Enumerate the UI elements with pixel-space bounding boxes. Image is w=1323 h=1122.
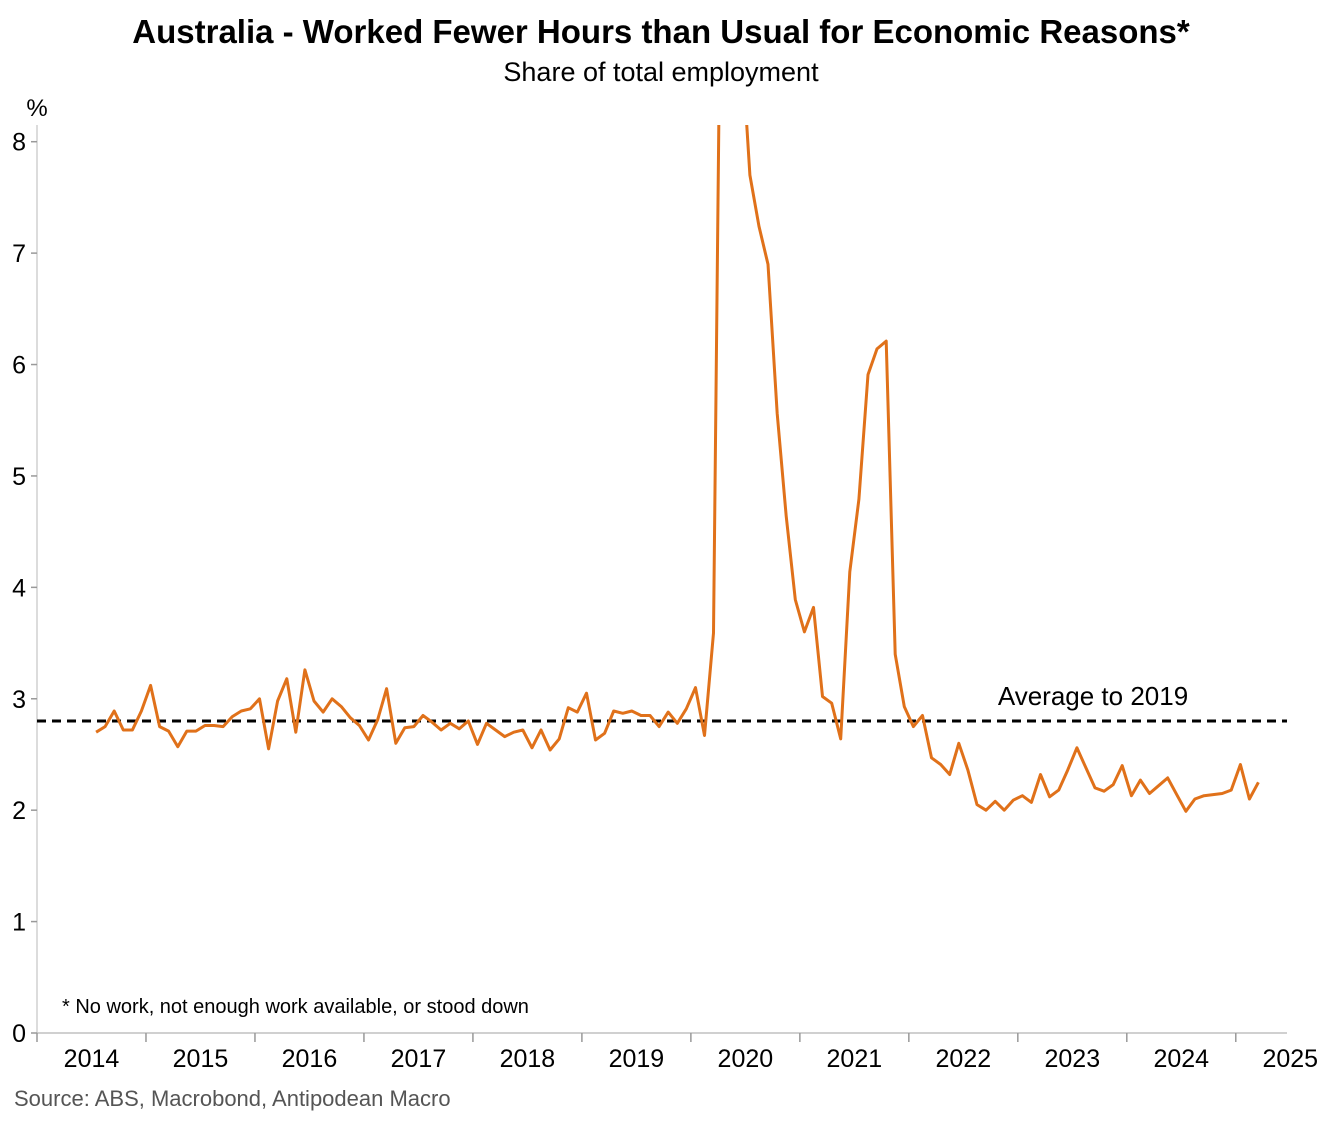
source: Source: ABS, Macrobond, Antipodean Macro <box>14 1086 451 1111</box>
y-tick-label: 6 <box>12 352 26 380</box>
reference-label: Average to 2019 <box>998 681 1188 711</box>
y-tick-label: 2 <box>12 797 26 825</box>
x-tick-label: 2021 <box>827 1045 883 1073</box>
chart-title: Australia - Worked Fewer Hours than Usua… <box>132 13 1190 50</box>
y-tick-label: 7 <box>12 240 26 268</box>
y-tick-label: 8 <box>12 129 26 157</box>
data-line <box>95 125 1260 813</box>
y-tick-label: 5 <box>12 463 26 491</box>
x-tick-label: 2024 <box>1153 1045 1209 1073</box>
footnote: * No work, not enough work available, or… <box>62 996 529 1018</box>
x-tick-label: 2015 <box>173 1045 229 1073</box>
x-tick-label: 2023 <box>1044 1045 1100 1073</box>
x-tick-label: 2020 <box>718 1045 774 1073</box>
x-tick-label: 2014 <box>64 1045 120 1073</box>
y-unit: % <box>26 95 47 122</box>
x-tick-label: 2016 <box>282 1045 338 1073</box>
y-tick-label: 3 <box>12 686 26 714</box>
x-tick-label: 2025 <box>1262 1045 1318 1073</box>
x-tick-label: 2019 <box>609 1045 665 1073</box>
y-tick-label: 4 <box>12 574 26 602</box>
x-tick-label: 2018 <box>500 1045 556 1073</box>
x-tick-label: 2017 <box>391 1045 447 1073</box>
y-tick-label: 0 <box>12 1020 26 1048</box>
chart-subtitle: Share of total employment <box>503 57 819 87</box>
x-tick-label: 2022 <box>936 1045 992 1073</box>
y-tick-label: 1 <box>12 909 26 937</box>
